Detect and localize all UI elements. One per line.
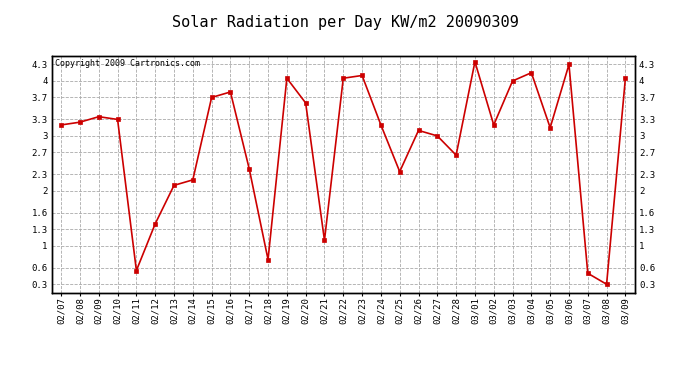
Text: Solar Radiation per Day KW/m2 20090309: Solar Radiation per Day KW/m2 20090309 <box>172 15 518 30</box>
Text: Copyright 2009 Cartronics.com: Copyright 2009 Cartronics.com <box>55 58 199 68</box>
